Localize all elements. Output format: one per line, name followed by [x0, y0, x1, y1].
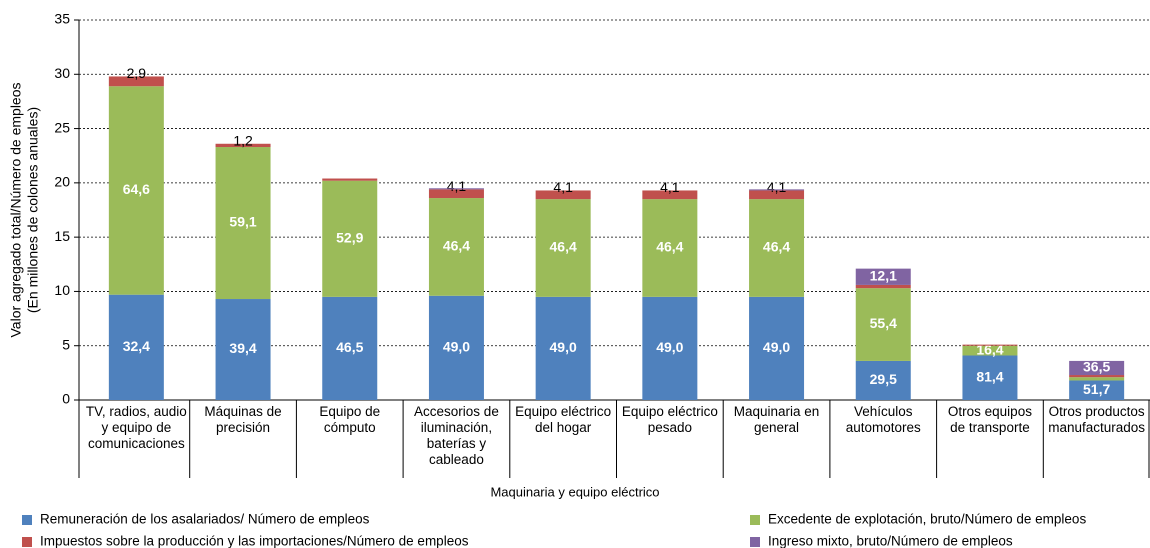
x-tick-label: Equipo eléctrico pesado	[621, 404, 718, 435]
data-label: 36,5	[1083, 359, 1110, 375]
data-label: 4,1	[447, 178, 467, 194]
bar-segment	[855, 268, 911, 285]
data-label: 49,0	[656, 339, 683, 355]
bar-segment	[535, 199, 591, 297]
bar-segment	[749, 296, 805, 400]
bar-segment	[962, 355, 1018, 400]
bar-segment	[749, 199, 805, 297]
bar-segment	[215, 299, 271, 400]
y-tick-label: 20	[54, 174, 70, 190]
bar-segment	[962, 344, 1018, 346]
legend-swatch	[22, 515, 32, 525]
y-tick-label: 35	[54, 11, 70, 27]
y-axis-title: Valor agregado total/Número de empleos	[8, 82, 24, 337]
data-label: 46,4	[656, 239, 683, 255]
bar-segment	[215, 143, 271, 148]
bar-segment	[428, 198, 484, 296]
bar-segment	[108, 294, 164, 400]
bar-segment	[855, 360, 911, 400]
y-tick-label: 15	[54, 228, 70, 244]
bar-segment	[855, 288, 911, 361]
bar-segment	[428, 295, 484, 400]
data-label: 1,2	[233, 132, 253, 148]
x-tick-label: Máquinas de precisión	[204, 404, 282, 435]
y-tick-label: 25	[54, 119, 70, 135]
bar-segment	[535, 296, 591, 400]
legend-label: Ingreso mixto, bruto/Número de empleos	[768, 534, 1013, 548]
data-label: 4,1	[553, 179, 573, 195]
legend-swatch	[22, 537, 32, 547]
x-tick-label: Vehículos automotores	[845, 404, 921, 435]
x-tick-label: Equipo eléctrico del hogar	[515, 404, 612, 435]
bar-segment	[1069, 360, 1125, 376]
bar-segment	[1069, 377, 1125, 381]
legend-swatch	[750, 515, 760, 525]
bar-segment	[535, 190, 591, 200]
bar-segment	[215, 147, 271, 300]
y-tick-label: 0	[62, 391, 70, 407]
bar-segment	[108, 86, 164, 295]
data-label: 81,4	[976, 368, 1003, 384]
x-axis-title: Maquinaria y equipo eléctrico	[490, 484, 659, 499]
bar-segment	[855, 284, 911, 289]
x-tick-label: Equipo de cómputo	[319, 404, 381, 435]
y-axis-title: (En millones de colones anuales)	[25, 107, 41, 313]
data-label: 52,9	[336, 229, 363, 245]
data-label: 49,0	[763, 339, 790, 355]
bar-segment	[642, 296, 698, 400]
x-tick-label: Accesorios de iluminación, baterías y ca…	[414, 404, 499, 467]
bar-segment	[1069, 380, 1125, 400]
bar-segment	[322, 180, 378, 297]
y-tick-label: 10	[54, 282, 70, 298]
legend-label: Impuestos sobre la producción y las impo…	[40, 534, 469, 548]
bar-segment	[322, 178, 378, 181]
bar-segment	[322, 296, 378, 400]
bar-segment	[642, 190, 698, 200]
data-label: 64,6	[123, 181, 150, 197]
data-label: 16,4	[976, 341, 1003, 357]
data-label: 32,4	[123, 338, 150, 354]
data-label: 51,7	[1083, 381, 1110, 397]
x-tick-label: Maquinaria en general	[733, 404, 820, 435]
data-label: 39,4	[229, 340, 256, 356]
data-label: 59,1	[229, 214, 256, 230]
legend-label: Excedente de explotación, bruto/Número d…	[768, 512, 1086, 527]
data-label: 4,1	[767, 179, 787, 195]
bar-segment	[962, 345, 1018, 356]
legend-swatch	[750, 537, 760, 547]
bar-segment	[428, 189, 484, 199]
data-label: 46,4	[443, 238, 470, 254]
data-label: 55,4	[870, 315, 897, 331]
x-tick-label: TV, radios, audio y equipo de comunicaci…	[85, 404, 187, 451]
bar-segment	[749, 190, 805, 200]
x-tick-label: Otros productos manufacturados	[1048, 404, 1146, 435]
data-label: 4,1	[660, 179, 680, 195]
data-label: 12,1	[870, 267, 897, 283]
data-label: 46,4	[763, 239, 790, 255]
bar-segment	[749, 189, 805, 191]
data-label: 49,0	[550, 339, 577, 355]
bar-segment	[642, 199, 698, 297]
legend-label: Remuneración de los asalariados/ Número …	[40, 512, 370, 527]
data-label: 2,9	[127, 65, 147, 81]
data-label: 29,5	[870, 371, 897, 387]
bar-segment	[428, 188, 484, 190]
data-label: 46,5	[336, 339, 363, 355]
bar-segment	[1069, 375, 1125, 378]
y-tick-label: 30	[54, 65, 70, 81]
data-label: 46,4	[550, 239, 577, 255]
data-label: 49,0	[443, 339, 470, 355]
bar-segment	[108, 76, 164, 87]
x-tick-label: Otros equipos de transporte	[947, 404, 1032, 435]
y-tick-label: 5	[62, 336, 70, 352]
